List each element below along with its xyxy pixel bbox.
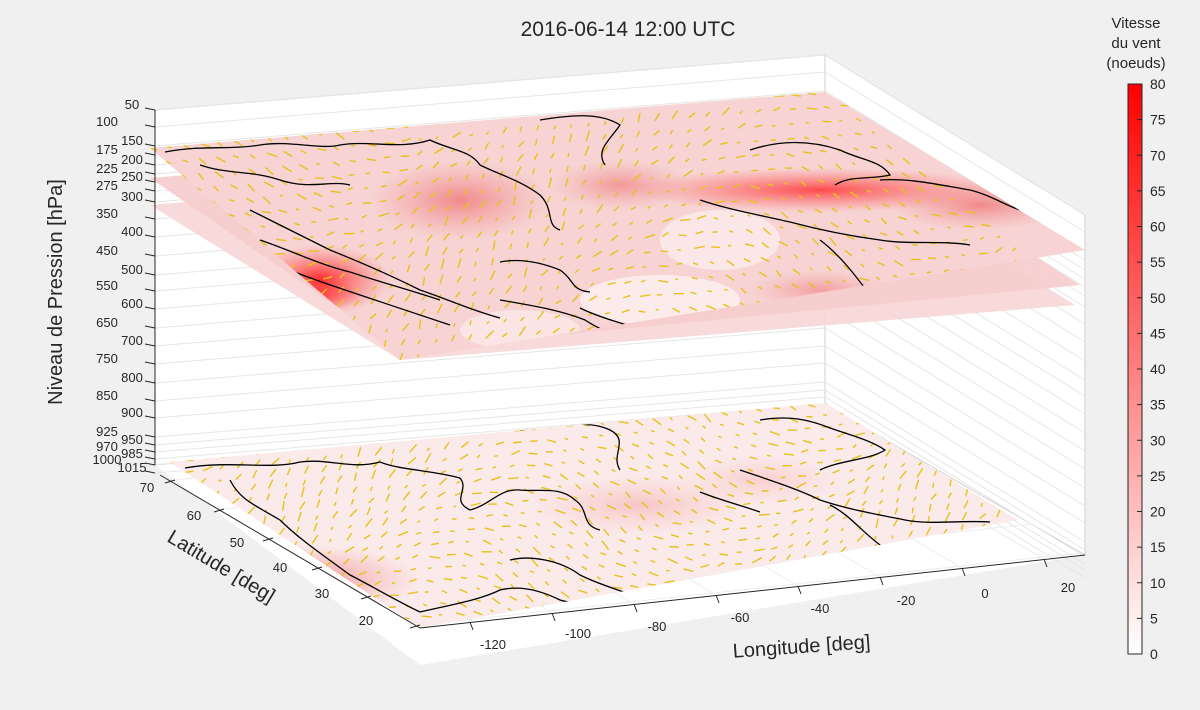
pressure-tick-label: 950 <box>121 432 143 447</box>
colorbar-label-line-3: (noeuds) <box>1106 55 1165 72</box>
colorbar-tick-label: 50 <box>1150 290 1166 306</box>
longitude-tick-label: -40 <box>811 601 830 616</box>
colorbar-tick-label: 25 <box>1150 468 1166 484</box>
colorbar-tick-label: 35 <box>1150 397 1166 413</box>
colorbar-tick-label: 20 <box>1150 504 1166 520</box>
latitude-tick-label: 20 <box>359 613 373 628</box>
pressure-tick-label: 275 <box>96 178 118 193</box>
latitude-tick-label: 30 <box>315 586 329 601</box>
longitude-tick-label: -120 <box>480 637 506 652</box>
longitude-tick-label: -60 <box>731 610 750 625</box>
colorbar-tick-label: 65 <box>1150 183 1166 199</box>
pressure-tick-label: 300 <box>121 189 143 204</box>
longitude-tick-label: -80 <box>648 619 667 634</box>
colorbar-tick-label: 55 <box>1150 254 1166 270</box>
pressure-tick-label: 500 <box>121 262 143 277</box>
pressure-axis: 50 10015017520022525027530035040045050055… <box>93 97 155 475</box>
latitude-tick-label: 70 <box>140 480 154 495</box>
pressure-tick-label: 175 <box>96 142 118 157</box>
pressure-tick-label: 225 <box>96 161 118 176</box>
pressure-tick-label: 600 <box>121 296 143 311</box>
colorbar-tick-label: 70 <box>1150 147 1166 163</box>
colorbar-label-line-1: Vitesse <box>1112 15 1161 32</box>
longitude-axis-label: Longitude [deg] <box>732 631 871 663</box>
colorbar: Vitesse du vent (noeuds) 0 5 10 15 20 25 30 35 4… <box>1106 15 1165 662</box>
pressure-tick-label: 700 <box>121 333 143 348</box>
chart-title: 2016-06-14 12:00 UTC <box>521 18 736 41</box>
pressure-tick-label: 800 <box>121 370 143 385</box>
pressure-axis-label: Niveau de Pression [hPa] <box>45 179 67 405</box>
pressure-tick-label: 350 <box>96 206 118 221</box>
colorbar-tick-label: 80 <box>1150 76 1166 92</box>
pressure-tick-label: 550 <box>96 278 118 293</box>
pressure-tick-label: 450 <box>96 243 118 258</box>
pressure-tick-label: 250 <box>121 169 143 184</box>
latitude-tick-label: 40 <box>273 560 287 575</box>
pressure-tick-label: 150 <box>121 133 143 148</box>
pressure-tick-label: 985 <box>121 446 143 461</box>
latitude-tick-label: 50 <box>230 535 244 550</box>
pressure-tick-label: 200 <box>121 152 143 167</box>
longitude-tick-label: 20 <box>1061 580 1075 595</box>
latitude-tick-label: 60 <box>187 508 201 523</box>
longitude-tick-label: 0 <box>981 586 988 601</box>
colorbar-tick-label: 15 <box>1150 539 1166 555</box>
colorbar-tick-label: 30 <box>1150 432 1166 448</box>
pressure-tick-label: 850 <box>96 388 118 403</box>
colorbar-label-line-2: du vent <box>1111 35 1161 52</box>
colorbar-tick-label: 45 <box>1150 325 1166 341</box>
pressure-tick-label: 925 <box>96 424 118 439</box>
pressure-tick-label: 900 <box>121 405 143 420</box>
pressure-tick-label: 750 <box>96 351 118 366</box>
longitude-tick-label: -20 <box>897 593 916 608</box>
pressure-tick-label: 650 <box>96 315 118 330</box>
colorbar-tick-label: 10 <box>1150 575 1166 591</box>
colorbar-tick-label: 60 <box>1150 219 1166 235</box>
longitude-tick-label: -100 <box>565 626 591 641</box>
colorbar-tick-label: 75 <box>1150 112 1166 128</box>
colorbar-tick-label: 40 <box>1150 361 1166 377</box>
pressure-tick-label: 50 <box>125 97 139 112</box>
colorbar-tick-label: 0 <box>1150 646 1158 662</box>
pressure-tick-label: 400 <box>121 224 143 239</box>
pressure-tick-label: 1015 <box>118 460 147 475</box>
pressure-tick-label: 100 <box>96 114 118 129</box>
colorbar-tick-label: 5 <box>1150 610 1158 626</box>
